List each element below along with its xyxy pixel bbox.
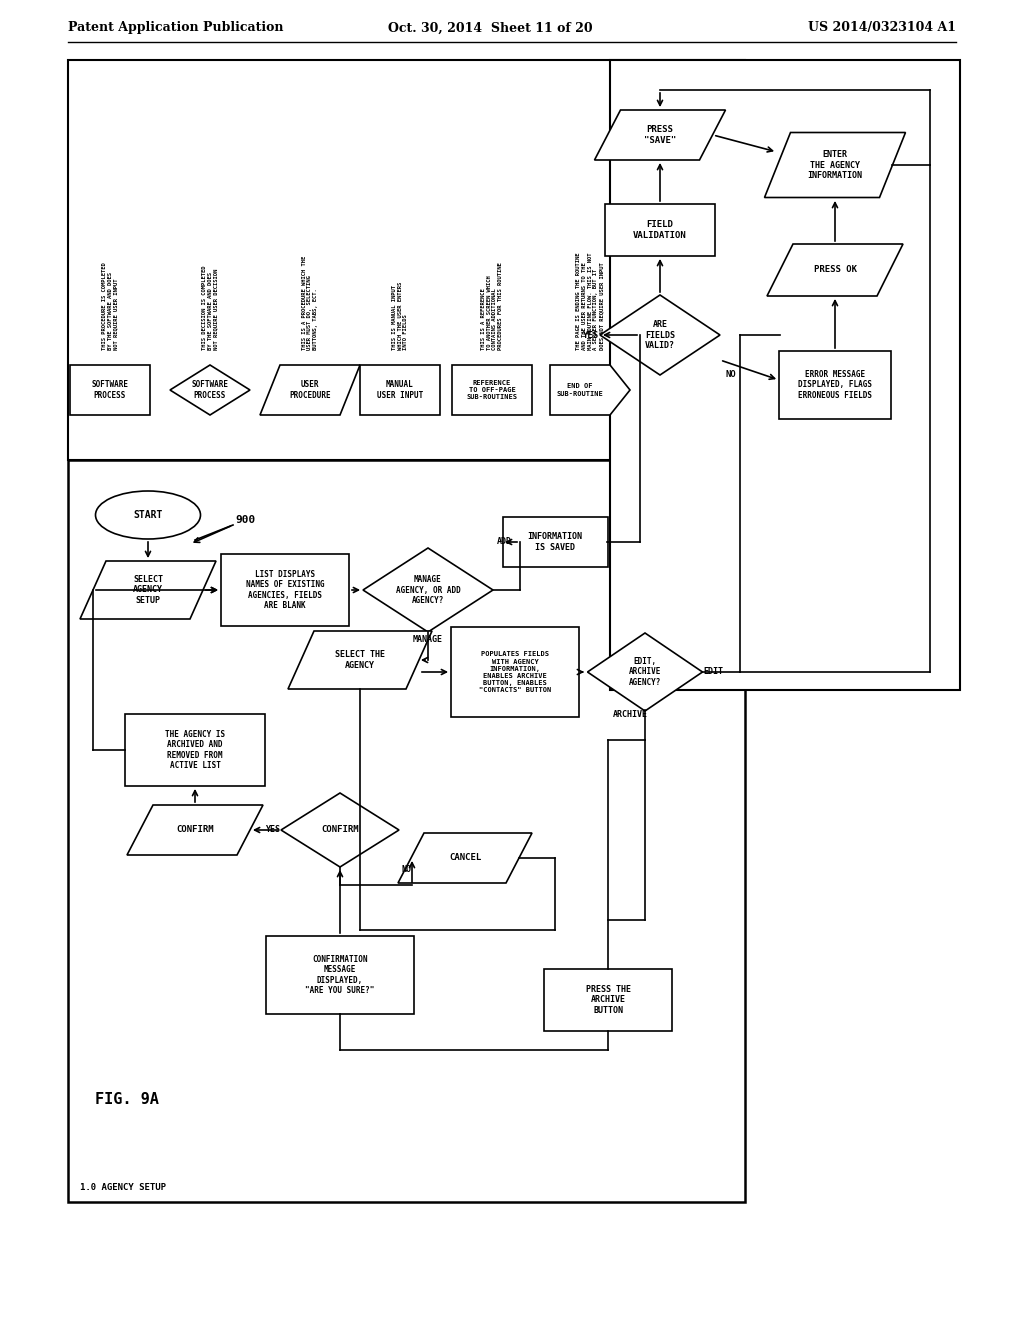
Bar	[610, 59, 961, 690]
Text: 1.0 AGENCY SETUP: 1.0 AGENCY SETUP	[80, 1183, 166, 1192]
Text: INFORMATION
IS SAVED: INFORMATION IS SAVED	[527, 532, 583, 552]
Text: US 2014/0323104 A1: US 2014/0323104 A1	[808, 21, 956, 34]
Bar	[503, 517, 607, 568]
Polygon shape	[260, 366, 360, 414]
Polygon shape	[127, 805, 263, 855]
Text: THIS PROCEDURE IS COMPLETED
BY THE SOFTWARE AND DOES
NOT REQUIRE USER INPUT: THIS PROCEDURE IS COMPLETED BY THE SOFTW…	[101, 263, 119, 350]
Bar	[70, 366, 150, 414]
Polygon shape	[362, 548, 493, 632]
Text: LIST DISPLAYS
NAMES OF EXISTING
AGENCIES, FIELDS
ARE BLANK: LIST DISPLAYS NAMES OF EXISTING AGENCIES…	[246, 570, 325, 610]
Polygon shape	[281, 793, 399, 867]
Text: THE AGENCY IS
ARCHIVED AND
REMOVED FROM
ACTIVE LIST: THE AGENCY IS ARCHIVED AND REMOVED FROM …	[165, 730, 225, 770]
Polygon shape	[550, 366, 630, 414]
Text: START: START	[133, 510, 163, 520]
Text: EDIT: EDIT	[703, 668, 723, 676]
Polygon shape	[588, 634, 702, 711]
Text: FIG. 9A: FIG. 9A	[95, 1093, 159, 1107]
Text: 900: 900	[234, 515, 255, 525]
Text: THE PAGE IS ENDING THE ROUTINE
AND THE USER RETURNS TO THE
MAIN ROUTINE FLOW. TH: THE PAGE IS ENDING THE ROUTINE AND THE U…	[575, 252, 604, 350]
Text: EDIT,
ARCHIVE
AGENCY?: EDIT, ARCHIVE AGENCY?	[629, 657, 662, 686]
Text: USER
PROCEDURE: USER PROCEDURE	[289, 380, 331, 400]
Text: END OF
SUB-ROUTINE: END OF SUB-ROUTINE	[557, 384, 603, 396]
Text: Oct. 30, 2014  Sheet 11 of 20: Oct. 30, 2014 Sheet 11 of 20	[388, 21, 592, 34]
Text: YES: YES	[582, 330, 598, 339]
Text: THIS IS A PROCEDURE WHICH THE
USER MUST DO, SELECTING
BUTTONS, TABS, ECT.: THIS IS A PROCEDURE WHICH THE USER MUST …	[302, 256, 318, 350]
Text: MANUAL
USER INPUT: MANUAL USER INPUT	[377, 380, 423, 400]
Text: CANCEL: CANCEL	[449, 854, 481, 862]
Bar	[452, 366, 532, 414]
Text: ENTER
THE AGENCY
INFORMATION: ENTER THE AGENCY INFORMATION	[808, 150, 862, 180]
Text: CONFIRMATION
MESSAGE
DISPLAYED,
"ARE YOU SURE?": CONFIRMATION MESSAGE DISPLAYED, "ARE YOU…	[305, 954, 375, 995]
Text: PRESS THE
ARCHIVE
BUTTON: PRESS THE ARCHIVE BUTTON	[586, 985, 631, 1015]
Text: ADD: ADD	[497, 537, 512, 546]
Bar	[68, 59, 745, 459]
Text: REFERENCE
TO OFF-PAGE
SUB-ROUTINES: REFERENCE TO OFF-PAGE SUB-ROUTINES	[467, 380, 517, 400]
Bar	[451, 627, 579, 717]
Text: SOFTWARE
PROCESS: SOFTWARE PROCESS	[191, 380, 228, 400]
Polygon shape	[600, 294, 720, 375]
Polygon shape	[80, 561, 216, 619]
Text: THIS IS A REFERENCE
TO ANOTHER SCREEN WHICH
CONTAINS ADDITIONAL
PROCEDURES FOR T: THIS IS A REFERENCE TO ANOTHER SCREEN WH…	[481, 263, 503, 350]
Bar	[605, 205, 715, 256]
Text: ARE
FIELDS
VALID?: ARE FIELDS VALID?	[645, 321, 675, 350]
Bar	[266, 936, 414, 1014]
Text: Patent Application Publication: Patent Application Publication	[68, 21, 284, 34]
Text: PRESS
"SAVE": PRESS "SAVE"	[644, 125, 676, 145]
Bar	[544, 969, 672, 1031]
Text: ARCHIVE: ARCHIVE	[612, 710, 647, 719]
Text: SELECT THE
AGENCY: SELECT THE AGENCY	[335, 651, 385, 669]
Text: CONFIRM: CONFIRM	[176, 825, 214, 834]
Text: FIELD
VALIDATION: FIELD VALIDATION	[633, 220, 687, 240]
Bar	[360, 366, 440, 414]
Polygon shape	[765, 132, 905, 198]
Text: MANAGE: MANAGE	[413, 635, 443, 644]
Bar	[68, 459, 745, 1203]
Ellipse shape	[95, 491, 201, 539]
Polygon shape	[170, 366, 250, 414]
Polygon shape	[398, 833, 532, 883]
Text: SELECT
AGENCY
SETUP: SELECT AGENCY SETUP	[133, 576, 163, 605]
Text: ERROR MESSAGE
DISPLAYED, FLAGS
ERRONEOUS FIELDS: ERROR MESSAGE DISPLAYED, FLAGS ERRONEOUS…	[798, 370, 872, 400]
Text: YES: YES	[265, 825, 280, 834]
Polygon shape	[288, 631, 432, 689]
Polygon shape	[767, 244, 903, 296]
Text: NO: NO	[725, 370, 736, 379]
Text: POPULATES FIELDS
WITH AGENCY
INFORMATION,
ENABLES ARCHIVE
BUTTON, ENABLES
"CONTA: POPULATES FIELDS WITH AGENCY INFORMATION…	[479, 652, 551, 693]
Text: PRESS OK: PRESS OK	[813, 265, 856, 275]
Text: SOFTWARE
PROCESS: SOFTWARE PROCESS	[91, 380, 128, 400]
Text: MANAGE
AGENCY, OR ADD
AGENCY?: MANAGE AGENCY, OR ADD AGENCY?	[395, 576, 461, 605]
Text: THIS DECISION IS COMPLETED
BY THE SOFTWARE AND DOES
NOT REQUIRE USER DECISION: THIS DECISION IS COMPLETED BY THE SOFTWA…	[202, 265, 218, 350]
Polygon shape	[595, 110, 725, 160]
Bar	[779, 351, 891, 418]
Bar	[125, 714, 265, 785]
Text: THIS IS MANUAL INPUT
WHICH THE USER ENTERS
INTO FIELDS: THIS IS MANUAL INPUT WHICH THE USER ENTE…	[392, 281, 409, 350]
Text: NO: NO	[402, 865, 412, 874]
Bar	[221, 554, 349, 626]
Text: CONFIRM: CONFIRM	[322, 825, 358, 834]
